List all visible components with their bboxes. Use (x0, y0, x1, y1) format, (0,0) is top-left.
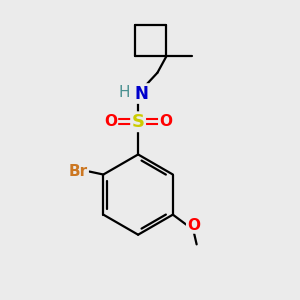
Text: N: N (135, 85, 148, 103)
Text: H: H (119, 85, 130, 100)
Text: S: S (132, 113, 145, 131)
Text: O: O (187, 218, 200, 232)
Text: Br: Br (68, 164, 88, 179)
Text: O: O (104, 114, 117, 129)
Text: O: O (159, 114, 172, 129)
